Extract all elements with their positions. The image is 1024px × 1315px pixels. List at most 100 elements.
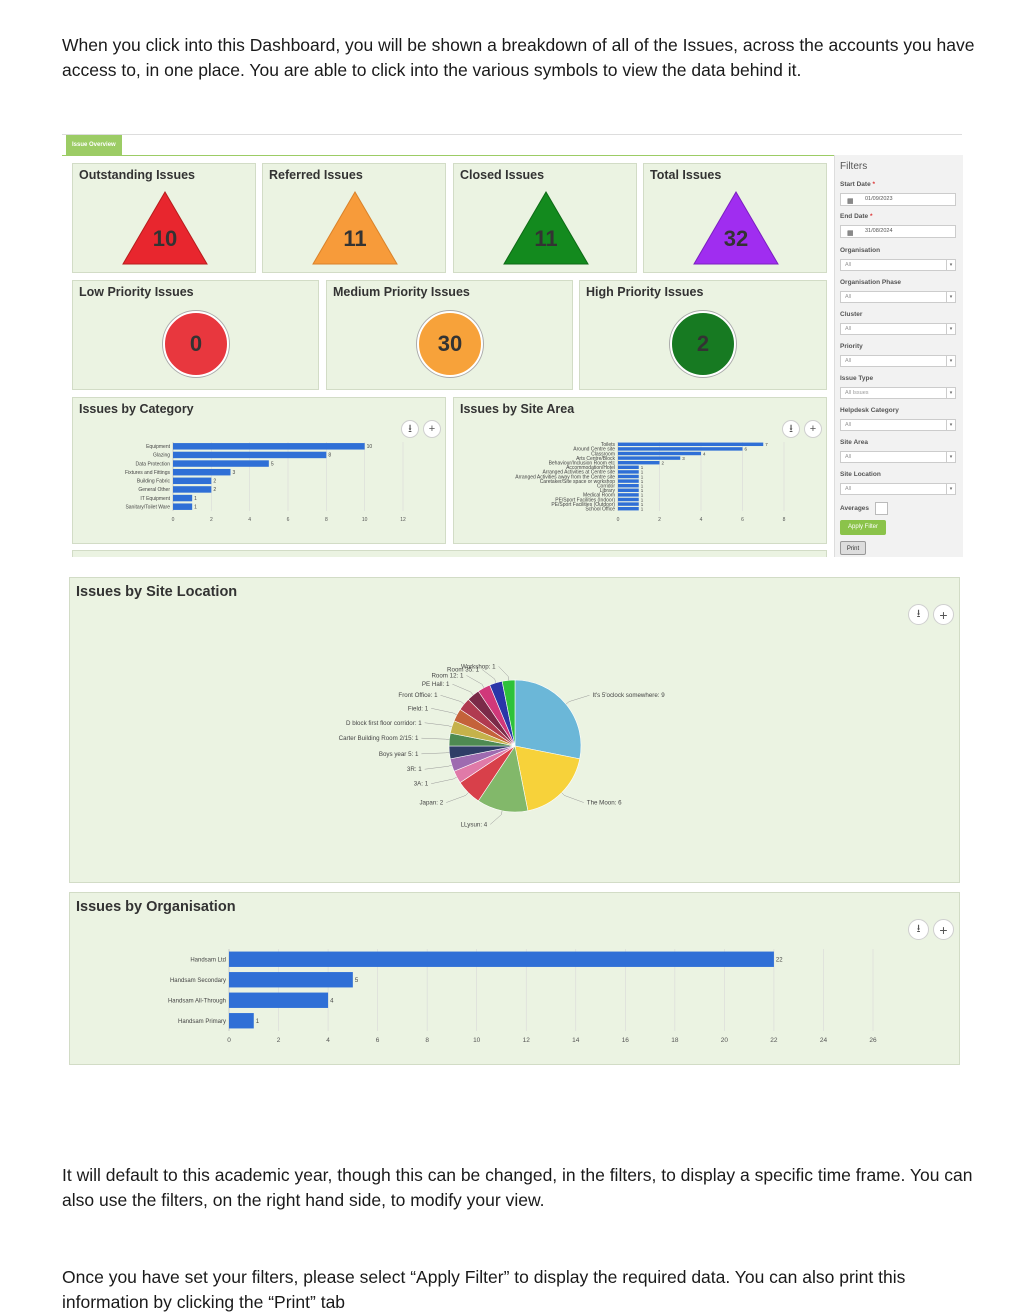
chevron-down-icon: ▾ bbox=[946, 292, 955, 302]
chevron-down-icon: ▾ bbox=[946, 324, 955, 334]
end-date-field[interactable]: ▦ 31/08/2024 bbox=[840, 225, 956, 238]
triangle-icon[interactable] bbox=[692, 190, 780, 266]
organisation-select[interactable]: All ▾ bbox=[840, 259, 956, 271]
connector-line bbox=[424, 764, 452, 770]
category-label: Building Fabric bbox=[137, 479, 171, 485]
site-location-pie-chart: It's 5'oclock somewhere: 9 The Moon: 6 LLy… bbox=[339, 663, 666, 828]
category-label: Handsam Primary bbox=[178, 1019, 226, 1025]
category-label: Classroom bbox=[591, 451, 615, 457]
tile-referred[interactable]: Referred Issues 11 bbox=[262, 163, 446, 273]
circle-icon[interactable]: 0 bbox=[163, 311, 229, 377]
averages-checkbox[interactable] bbox=[875, 502, 888, 515]
connector-line bbox=[452, 683, 474, 696]
slice-label: D block first floor corridor: 1 bbox=[346, 720, 422, 727]
circle-icon[interactable]: 2 bbox=[670, 311, 736, 377]
expand-icon[interactable]: + bbox=[423, 420, 441, 438]
connector-line bbox=[466, 675, 485, 688]
slice-label: LLysun: 4 bbox=[461, 821, 488, 828]
tile-medium-priority[interactable]: Medium Priority Issues 30 bbox=[326, 280, 573, 390]
panel-issues-by-site-area: Issues by Site Area ⭳ + 0 2 4 6 8 Toilets 7 Aro… bbox=[453, 397, 827, 544]
data-label: 1 bbox=[641, 470, 644, 475]
tick-label: 2 bbox=[658, 517, 661, 523]
tile-high-priority[interactable]: High Priority Issues 2 bbox=[579, 280, 827, 390]
tick-label: 0 bbox=[617, 517, 620, 523]
category-label: Behaviour/Inclusion Room etc bbox=[549, 460, 616, 466]
triangle-icon[interactable] bbox=[311, 190, 399, 266]
bar bbox=[618, 502, 639, 506]
tile-title: Total Issues bbox=[650, 168, 722, 182]
bar bbox=[618, 460, 660, 465]
tile-value: 30 bbox=[437, 331, 463, 356]
data-label: 1 bbox=[256, 1019, 260, 1025]
expand-icon[interactable]: + bbox=[933, 604, 954, 625]
slice-label: Workshop: 1 bbox=[461, 663, 496, 670]
bar bbox=[229, 972, 353, 988]
pie-slice bbox=[501, 679, 516, 747]
tile-value: 32 bbox=[723, 226, 749, 251]
tab-issue-overview[interactable]: Issue Overview bbox=[66, 135, 122, 155]
bar bbox=[229, 951, 774, 967]
outro-paragraph-1: It will default to this academic year, t… bbox=[62, 1165, 973, 1210]
data-label: 10 bbox=[367, 444, 373, 450]
calendar-icon[interactable]: ▦ bbox=[847, 230, 854, 237]
cluster-select[interactable]: All ▾ bbox=[840, 323, 956, 335]
calendar-icon[interactable]: ▦ bbox=[847, 198, 854, 205]
tick-label: 2 bbox=[210, 517, 213, 523]
cluster-label: Cluster bbox=[840, 311, 863, 318]
download-icon[interactable]: ⭳ bbox=[908, 919, 929, 940]
slice-label: Japan: 2 bbox=[419, 800, 443, 807]
tile-low-priority[interactable]: Low Priority Issues 0 bbox=[72, 280, 319, 390]
category-label: Accommodation/Hotel bbox=[566, 465, 615, 471]
site-area-select[interactable]: All ▾ bbox=[840, 451, 956, 463]
tick-label: 0 bbox=[172, 517, 175, 523]
triangle-icon[interactable] bbox=[502, 190, 590, 266]
tile-closed[interactable]: Closed Issues 11 bbox=[453, 163, 637, 273]
print-button[interactable]: Print bbox=[840, 541, 866, 555]
data-label: 3 bbox=[682, 456, 685, 461]
data-label: 6 bbox=[745, 447, 748, 452]
apply-filter-button[interactable]: Apply Filter bbox=[840, 520, 886, 535]
circle-icon[interactable]: 30 bbox=[417, 311, 483, 377]
chevron-down-icon: ▾ bbox=[946, 484, 955, 494]
category-label: Sanitary/Toilet Ware bbox=[125, 504, 170, 510]
category-label: Glazing bbox=[153, 453, 170, 459]
expand-icon[interactable]: + bbox=[933, 919, 954, 940]
bar bbox=[618, 465, 639, 470]
slice-label: Field: 1 bbox=[408, 705, 429, 712]
filters-panel: Filters Start Date * ▦ 01/09/2023 End Dat… bbox=[834, 155, 963, 557]
category-label: Arranged Activities away from the Centre… bbox=[515, 474, 615, 480]
priority-select[interactable]: All ▾ bbox=[840, 355, 956, 367]
tile-title: Medium Priority Issues bbox=[333, 285, 470, 299]
tick-label: 6 bbox=[287, 517, 290, 523]
download-icon[interactable]: ⭳ bbox=[782, 420, 800, 438]
download-icon[interactable]: ⭳ bbox=[401, 420, 419, 438]
issue-type-select[interactable]: All Issues ▾ bbox=[840, 387, 956, 399]
tick-label: 26 bbox=[869, 1037, 877, 1044]
intro-paragraph: When you click into this Dashboard, you … bbox=[62, 35, 975, 80]
helpdesk-category-label: Helpdesk Category bbox=[840, 407, 899, 414]
chevron-down-icon: ▾ bbox=[946, 452, 955, 462]
tile-value: 2 bbox=[696, 331, 710, 356]
data-label: 3 bbox=[233, 470, 236, 476]
tick-label: 10 bbox=[362, 517, 368, 523]
pie-slice bbox=[514, 679, 582, 760]
download-icon[interactable]: ⭳ bbox=[908, 604, 929, 625]
outro-paragraph-2: Once you have set your filters, please s… bbox=[62, 1267, 906, 1312]
tile-title: Referred Issues bbox=[269, 168, 363, 182]
connector-line bbox=[446, 792, 469, 803]
panel-issues-by-category: Issues by Category ⭳ + 0 2 4 6 8 10 12 Equipmen… bbox=[72, 397, 446, 544]
site-location-select[interactable]: All ▾ bbox=[840, 483, 956, 495]
triangle-icon[interactable] bbox=[121, 190, 209, 266]
expand-icon[interactable]: + bbox=[804, 420, 822, 438]
helpdesk-category-select[interactable]: All ▾ bbox=[840, 419, 956, 431]
tile-total[interactable]: Total Issues 32 bbox=[643, 163, 827, 273]
tick-label: 6 bbox=[376, 1037, 380, 1044]
tile-value: 10 bbox=[152, 226, 178, 251]
start-date-field[interactable]: ▦ 01/09/2023 bbox=[840, 193, 956, 206]
tile-outstanding[interactable]: Outstanding Issues 10 bbox=[72, 163, 256, 273]
site-area-bar-chart: 0 2 4 6 8 Toilets 7 Around Centre site 6 Classroo… bbox=[515, 442, 786, 523]
category-label: Handsam Secondary bbox=[170, 978, 226, 984]
organisation-phase-select[interactable]: All ▾ bbox=[840, 291, 956, 303]
connector-line bbox=[424, 722, 452, 728]
bar bbox=[618, 474, 639, 479]
